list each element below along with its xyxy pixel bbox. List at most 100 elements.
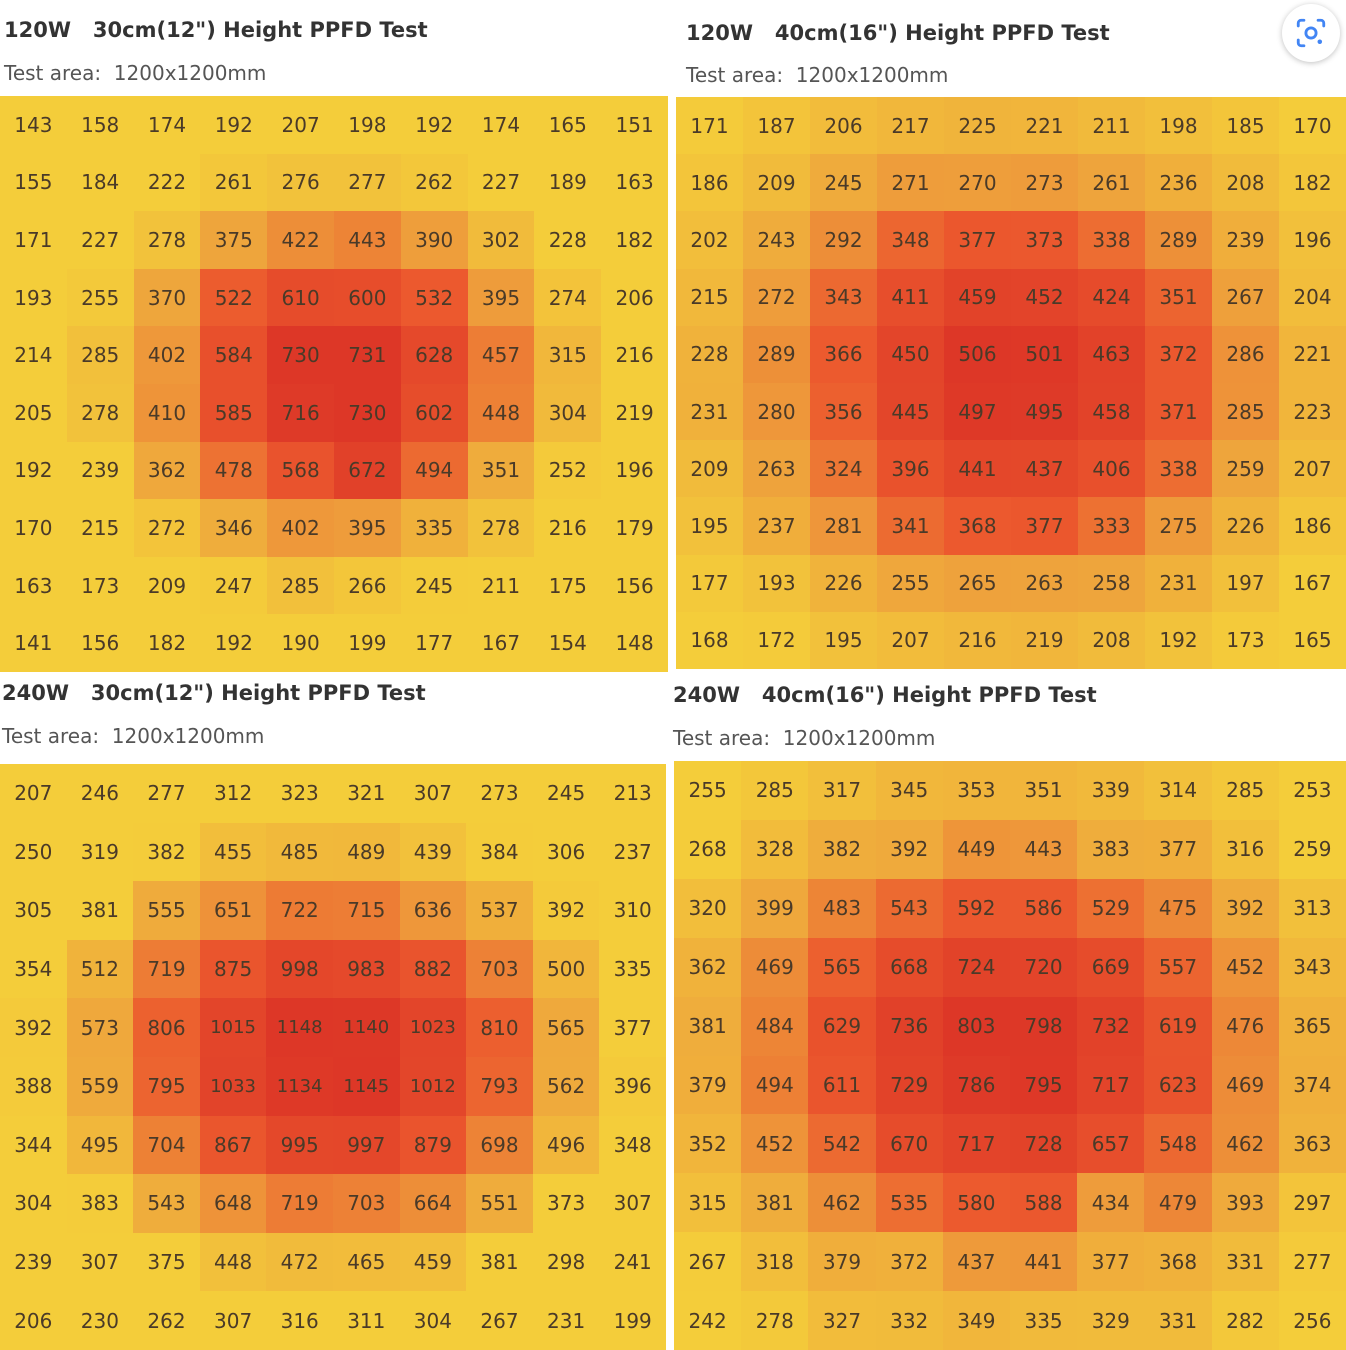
- heatmap-cell: 289: [1145, 211, 1212, 269]
- heatmap-cell: 374: [1278, 1055, 1346, 1115]
- heatmap-cell: 379: [674, 1055, 742, 1115]
- heatmap-cell: 307: [399, 764, 467, 823]
- heatmap-cell: 209: [676, 440, 743, 498]
- heatmap-cell: 163: [601, 153, 668, 212]
- heatmap-cell: 167: [467, 614, 535, 672]
- heatmap-cell: 193: [0, 268, 67, 327]
- heatmap-cell: 372: [875, 1232, 943, 1292]
- heatmap-cell: 253: [1278, 761, 1346, 820]
- heatmap-cell: 259: [1212, 440, 1279, 498]
- heatmap-cell: 216: [944, 611, 1011, 669]
- heatmap-cell: 585: [200, 383, 268, 442]
- heatmap-cell: 555: [133, 881, 200, 940]
- heatmap-cell: 182: [1279, 154, 1346, 212]
- google-lens-button[interactable]: [1282, 4, 1340, 62]
- heatmap-cell: 351: [1009, 761, 1078, 820]
- heatmap-cell: 306: [532, 822, 600, 882]
- heatmap-cell: 187: [743, 97, 810, 155]
- heatmap-cell: 186: [676, 154, 743, 212]
- heatmap-cell: 1012: [399, 1056, 467, 1116]
- heatmap-cell: 196: [601, 441, 668, 500]
- heatmap-cell: 434: [1077, 1173, 1145, 1233]
- heatmap-cell: 469: [1211, 1055, 1279, 1115]
- heatmap-cell: 388: [0, 1056, 67, 1116]
- heatmap-cell: 237: [599, 822, 666, 882]
- heatmap-cell: 205: [0, 383, 67, 442]
- heatmap-cell: 362: [674, 937, 742, 997]
- heatmap-cell: 320: [674, 878, 742, 938]
- heatmap-cell: 628: [400, 326, 468, 384]
- heatmap-cell: 174: [467, 96, 535, 154]
- heatmap-cell: 494: [741, 1055, 809, 1115]
- heatmap-cell: 239: [0, 1232, 67, 1292]
- heatmap-cell: 365: [1278, 996, 1346, 1056]
- heatmap-cell: 472: [266, 1232, 333, 1292]
- heatmap-cell: 312: [199, 764, 267, 823]
- heatmap-cell: 185: [1212, 97, 1279, 155]
- heatmap-cell: 485: [266, 822, 333, 882]
- heatmap-cell: 381: [466, 1232, 533, 1292]
- heatmap-cell: 259: [1278, 819, 1346, 879]
- heatmap-cell: 448: [467, 383, 535, 442]
- heatmap-cell: 406: [1078, 440, 1145, 498]
- heatmap-cell: 311: [332, 1291, 400, 1350]
- heatmap-cell: 219: [601, 383, 668, 442]
- heatmap-cell: 278: [741, 1291, 809, 1350]
- heatmap-cell: 328: [741, 819, 809, 879]
- heatmap-cell: 285: [66, 326, 134, 384]
- heatmap-cell: 368: [944, 497, 1011, 555]
- heatmap-cell: 584: [200, 326, 268, 384]
- heatmap-cell: 247: [200, 556, 268, 615]
- heatmap-cell: 543: [133, 1174, 200, 1233]
- heatmap-cell: 351: [467, 441, 535, 500]
- heatmap-cell: 209: [133, 556, 201, 615]
- heatmap-cell: 810: [466, 998, 533, 1057]
- heatmap-cell: 383: [66, 1174, 134, 1233]
- heatmap-cell: 265: [944, 554, 1011, 612]
- heatmap-cell: 522: [200, 268, 268, 327]
- heatmap-cell: 332: [875, 1291, 943, 1350]
- heatmap-cell: 316: [1211, 819, 1279, 879]
- heatmap-cell: 165: [534, 96, 602, 154]
- heatmap-cell: 489: [332, 822, 400, 882]
- heatmap-cell: 335: [599, 939, 666, 999]
- heatmap-cell: 348: [599, 1115, 666, 1175]
- heatmap-cell: 529: [1077, 878, 1145, 938]
- heatmap-cell: 338: [1078, 211, 1145, 269]
- heatmap-cell: 736: [875, 996, 943, 1056]
- heatmap-cell: 314: [1144, 761, 1212, 820]
- heatmap-cell: 497: [944, 383, 1011, 441]
- heatmap-cell: 995: [266, 1115, 333, 1175]
- heatmap-cell: 141: [0, 614, 67, 672]
- heatmap-cell: 798: [1009, 996, 1078, 1056]
- heatmap-cell: 393: [1211, 1173, 1279, 1233]
- heatmap-cell: 263: [743, 440, 810, 498]
- heatmap-cell: 276: [267, 153, 334, 212]
- heatmap-cell: 192: [200, 614, 268, 672]
- heatmap-cell: 281: [810, 497, 877, 555]
- heatmap-cell: 155: [0, 153, 67, 212]
- heatmap-cell: 465: [332, 1232, 400, 1292]
- heatmap-cell: 399: [741, 878, 809, 938]
- heatmap-cell: 278: [66, 383, 134, 442]
- heatmap-cell: 327: [808, 1291, 876, 1350]
- heatmap-cell: 363: [1278, 1114, 1346, 1174]
- heatmap-cell: 348: [877, 211, 944, 269]
- heatmap-cell: 588: [1009, 1173, 1078, 1233]
- heatmap-cell: 535: [875, 1173, 943, 1233]
- heatmap-cell: 383: [1077, 819, 1145, 879]
- heatmap-cell: 315: [674, 1173, 742, 1233]
- heatmap-cell: 1140: [332, 998, 400, 1057]
- heatmap-cell: 479: [1144, 1173, 1212, 1233]
- heatmap-cell: 452: [741, 1114, 809, 1174]
- heatmap-cell: 221: [1279, 325, 1346, 383]
- heatmap-cell: 267: [674, 1232, 742, 1292]
- heatmap-cell: 192: [200, 96, 268, 154]
- heatmap-cell: 310: [599, 881, 666, 940]
- heatmap-cell: 226: [1212, 497, 1279, 555]
- heatmap-cell: 228: [534, 211, 602, 269]
- heatmap-cell: 532: [400, 268, 468, 327]
- heatmap-cell: 186: [1279, 497, 1346, 555]
- heatmap-cell: 402: [267, 499, 334, 557]
- heatmap-cell: 462: [1211, 1114, 1279, 1174]
